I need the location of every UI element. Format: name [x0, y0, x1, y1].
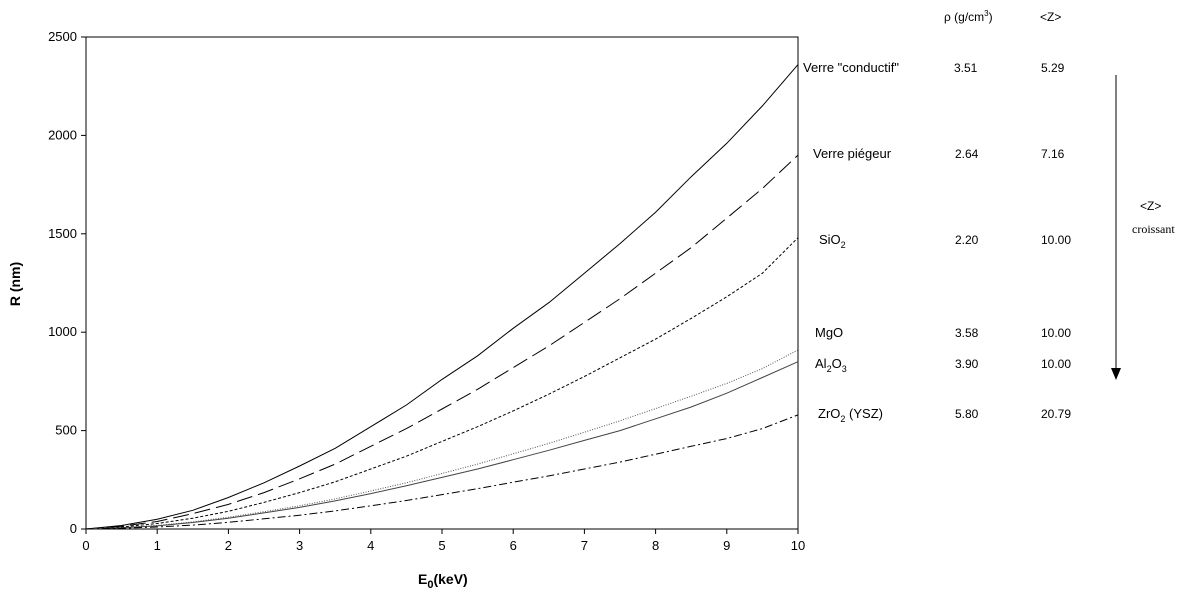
- y-tick-label: 1500: [48, 226, 77, 241]
- series-line-1: [85, 154, 799, 530]
- series-line-3: [85, 349, 799, 530]
- series-line-4: [85, 361, 799, 530]
- series-label-4: Al2O3: [815, 356, 847, 374]
- legend-rows: Verre "conductif" 3.51 5.29 Verre piégeur 2.…: [803, 60, 1071, 424]
- x-axis-title: E0(keV): [418, 571, 468, 591]
- x-tick-label: 4: [367, 538, 374, 553]
- arrow-label-croissant: croissant: [1132, 222, 1175, 236]
- density-value-5: 5.80: [955, 407, 979, 421]
- x-axis-title-main: E: [418, 571, 427, 587]
- y-tick-label: 0: [70, 521, 77, 536]
- x-tick-label: 6: [510, 538, 517, 553]
- mean-z-value-1: 7.16: [1041, 147, 1065, 161]
- legend-header-rho: ρ (g/cm3): [944, 9, 993, 24]
- series-label-5: ZrO2 (YSZ): [818, 406, 883, 424]
- x-tick-label: 10: [791, 538, 805, 553]
- x-tick-label: 2: [225, 538, 232, 553]
- x-tick-label: 1: [154, 538, 161, 553]
- x-axis-title-unit: (keV): [433, 571, 467, 587]
- x-tick-label: 9: [723, 538, 730, 553]
- series-line-0: [85, 64, 799, 530]
- series-line-5: [85, 414, 799, 530]
- y-tick-label: 500: [55, 423, 77, 438]
- legend-header-z: <Z>: [1040, 10, 1061, 24]
- series-label-2: SiO2: [819, 232, 846, 250]
- density-value-1: 2.64: [955, 147, 979, 161]
- series-label-3: MgO: [815, 325, 843, 340]
- x-tick-label: 8: [652, 538, 659, 553]
- mean-z-value-0: 5.29: [1041, 61, 1065, 75]
- x-tick-label: 3: [296, 538, 303, 553]
- density-value-2: 2.20: [955, 233, 979, 247]
- x-tick-label: 0: [82, 538, 89, 553]
- x-tick-label: 5: [438, 538, 445, 553]
- mean-z-value-5: 20.79: [1041, 407, 1071, 421]
- series-lines: [85, 64, 799, 530]
- y-tick-label: 1000: [48, 324, 77, 339]
- mean-z-value-4: 10.00: [1041, 357, 1071, 371]
- y-tick-label: 2000: [48, 127, 77, 142]
- x-axis: 0 1 2 3 4 5 6 7 8 9 10: [82, 529, 805, 553]
- increasing-z-arrow-head: [1111, 368, 1121, 380]
- series-label-1: Verre piégeur: [813, 146, 892, 161]
- series-line-2: [85, 237, 799, 530]
- y-tick-label: 2500: [48, 29, 77, 44]
- mean-z-value-3: 10.00: [1041, 326, 1071, 340]
- x-axis-title-sub: 0: [427, 579, 433, 591]
- density-value-4: 3.90: [955, 357, 979, 371]
- plot-area-frame: [85, 36, 799, 530]
- density-value-3: 3.58: [955, 326, 979, 340]
- mean-z-value-2: 10.00: [1041, 233, 1071, 247]
- arrow-label-z: <Z>: [1140, 199, 1161, 213]
- series-label-0: Verre "conductif": [803, 60, 899, 75]
- y-axis: 0 500 1000 1500 2000 2500: [48, 29, 86, 536]
- y-axis-title: R (nm): [7, 262, 23, 306]
- x-tick-label: 7: [581, 538, 588, 553]
- density-value-0: 3.51: [954, 61, 978, 75]
